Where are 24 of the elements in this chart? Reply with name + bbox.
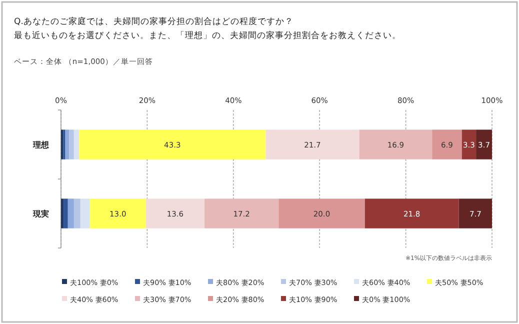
bar xyxy=(278,198,365,228)
bar xyxy=(266,130,360,160)
bar xyxy=(90,198,146,228)
bar xyxy=(364,198,459,228)
bar xyxy=(204,198,279,228)
bar xyxy=(359,130,432,160)
bar xyxy=(65,130,70,160)
y-tick-label: 理想 xyxy=(32,140,50,150)
bar xyxy=(80,198,90,228)
bar xyxy=(64,198,68,228)
chart-title: Q.あなたのご家庭では、夫婦間の家事分担の割合はどの程度ですか？ xyxy=(14,16,294,27)
bar xyxy=(462,130,476,160)
y-tick-label: 現実 xyxy=(32,208,49,218)
chart-subtitle: 最も近いものをお選びください。また、「理想」の、夫婦間の家事分担割合をお教えください。 xyxy=(14,30,401,41)
bar xyxy=(61,198,64,228)
bar xyxy=(432,130,462,160)
bar xyxy=(68,198,74,228)
bar xyxy=(74,130,80,160)
bar xyxy=(458,198,492,228)
bar xyxy=(79,130,266,160)
bar xyxy=(476,130,492,160)
bar xyxy=(146,198,205,228)
bar xyxy=(69,130,74,160)
bar xyxy=(74,198,80,228)
